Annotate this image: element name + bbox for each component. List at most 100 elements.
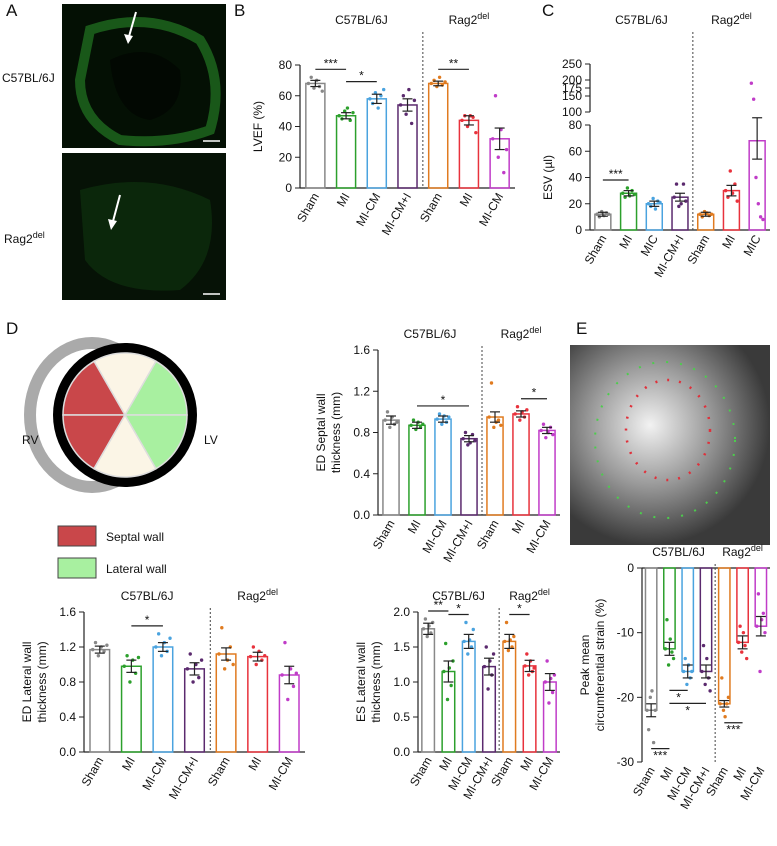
bar — [460, 437, 478, 516]
y-axis-label: ES Lateral wall — [354, 642, 368, 722]
data-point — [159, 654, 164, 658]
data-point — [595, 212, 599, 216]
data-point — [460, 118, 464, 123]
y-tick-label: 1.6 — [353, 343, 370, 357]
data-point — [443, 641, 448, 646]
data-point — [435, 417, 439, 421]
significance-label: * — [456, 602, 461, 616]
data-point — [606, 212, 611, 216]
y-tick-label: 0.4 — [59, 710, 76, 724]
data-point — [401, 94, 406, 98]
bar — [681, 567, 695, 673]
arrow — [108, 219, 117, 230]
data-point — [513, 412, 517, 416]
group-label: Rag2del — [449, 11, 490, 27]
legend-label: Septal wall — [106, 530, 164, 544]
y-tick-label: 1.2 — [59, 640, 76, 654]
diagram-label: RV — [22, 433, 38, 447]
data-point — [154, 645, 158, 649]
data-point — [496, 418, 501, 422]
significance-label: *** — [653, 749, 667, 763]
y-tick-label: 0.5 — [393, 710, 410, 724]
data-point — [491, 137, 495, 141]
data-point — [738, 624, 742, 628]
data-point — [291, 684, 296, 689]
data-point — [518, 418, 522, 422]
label-text: Rag2 — [501, 327, 530, 341]
data-point — [705, 656, 709, 661]
significance-label: *** — [726, 723, 740, 737]
data-point — [199, 658, 204, 662]
data-point — [721, 708, 726, 712]
x-tick-label: MI-CM — [139, 755, 169, 793]
data-point — [156, 632, 161, 636]
group-label: Rag2del — [501, 325, 542, 341]
data-point — [286, 697, 290, 702]
y-axis-label: ED Lateral wall — [20, 642, 34, 723]
x-tick-label: MI — [119, 755, 138, 774]
image-label: Rag2del — [4, 230, 45, 246]
bar — [645, 203, 664, 231]
y-tick-label: 20 — [569, 197, 583, 211]
label-text: Rag2 — [711, 13, 740, 27]
y-tick-label: -10 — [617, 626, 635, 640]
data-point — [653, 708, 657, 712]
legend-swatch — [57, 525, 97, 547]
data-point — [404, 112, 408, 116]
bar — [89, 648, 111, 753]
x-tick-label: Sham — [582, 233, 610, 267]
data-point — [674, 182, 679, 186]
y-tick-label: 80 — [569, 118, 583, 132]
data-point — [306, 81, 311, 86]
y-tick-label: 0.0 — [393, 745, 410, 759]
panel-label: C — [542, 1, 554, 20]
bar — [408, 424, 426, 516]
data-point — [646, 202, 651, 206]
x-tick-label: Sham — [294, 191, 322, 225]
label-sup: del — [33, 230, 45, 240]
data-point — [625, 186, 630, 190]
data-point — [461, 436, 465, 441]
data-point — [499, 423, 503, 427]
x-tick-label: MIC — [741, 232, 764, 258]
data-point — [412, 98, 417, 103]
significance-label: * — [676, 690, 681, 704]
panel-label: A — [6, 1, 18, 20]
diagram-label: LV — [204, 433, 218, 447]
x-tick-label: MI — [616, 233, 635, 252]
bar — [278, 674, 300, 753]
y-tick-label: 20 — [279, 150, 293, 164]
bar — [305, 82, 326, 189]
y-axis-label: Peak mean — [578, 635, 592, 696]
y-axis-label: ED Septal wall — [314, 393, 328, 471]
panel-label: E — [576, 319, 587, 338]
label-sup: del — [538, 587, 550, 597]
data-point — [217, 652, 221, 656]
data-point — [491, 652, 496, 656]
tissue — [74, 17, 221, 147]
data-point — [254, 662, 258, 667]
data-point — [474, 130, 478, 135]
bar — [644, 567, 658, 712]
y-tick-label: 1.2 — [353, 384, 370, 398]
data-point — [504, 620, 509, 625]
data-point — [756, 592, 761, 596]
y-tick-label: 150 — [562, 89, 582, 103]
data-point — [751, 97, 756, 101]
x-tick-label: MI-CM — [476, 190, 506, 228]
bar — [481, 665, 497, 753]
data-point — [763, 630, 767, 635]
data-point — [185, 667, 190, 671]
data-point — [251, 645, 256, 649]
label-sup: del — [477, 11, 489, 21]
data-point — [443, 80, 447, 84]
data-point — [761, 217, 765, 222]
data-point — [728, 169, 732, 173]
y-tick-label: 200 — [562, 73, 582, 87]
bar — [152, 646, 174, 753]
data-point — [309, 75, 313, 80]
bar — [486, 416, 504, 516]
data-point — [368, 97, 372, 101]
data-point — [373, 90, 378, 95]
data-point — [376, 106, 380, 110]
